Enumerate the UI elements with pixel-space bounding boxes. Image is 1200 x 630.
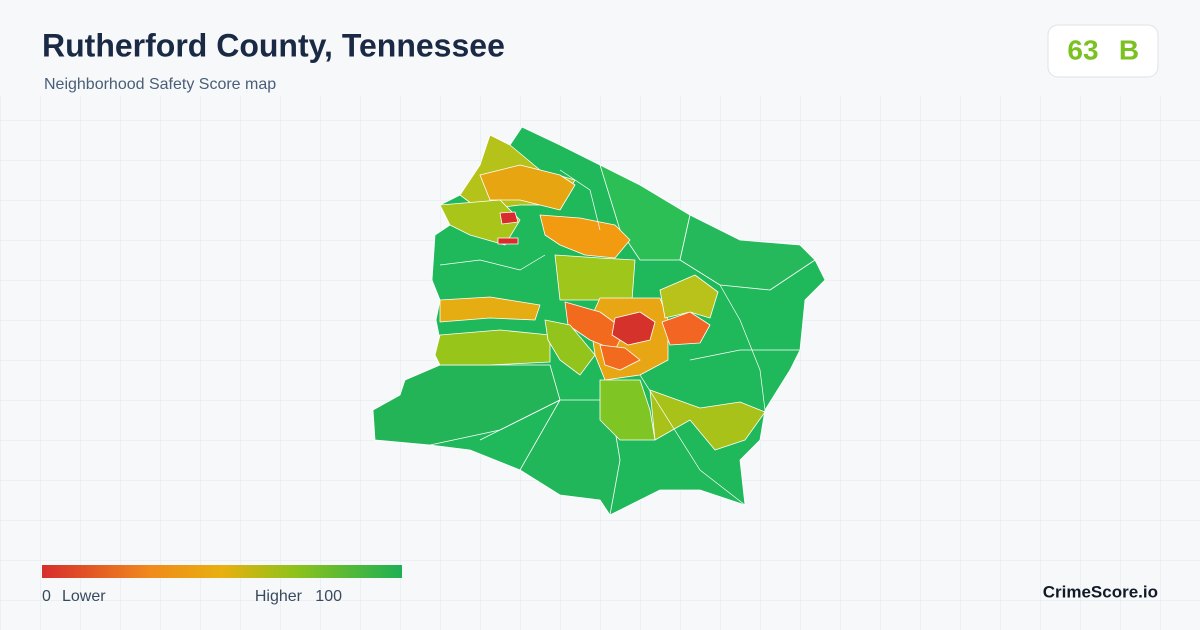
region <box>659 274 719 319</box>
region <box>499 211 519 225</box>
region <box>372 364 561 446</box>
region <box>497 237 519 245</box>
title: Rutherford County, Tennessee <box>42 27 505 63</box>
region <box>539 214 631 259</box>
legend-max-label: Higher <box>255 588 303 605</box>
score-grade: B <box>1119 34 1139 65</box>
score-value: 63 <box>1067 34 1098 65</box>
region <box>434 329 551 366</box>
region <box>611 311 656 346</box>
region <box>439 296 541 323</box>
subtitle: Neighborhood Safety Score map <box>44 76 276 93</box>
boundary <box>689 349 800 361</box>
boundary <box>559 169 601 231</box>
boundary <box>639 374 746 506</box>
region <box>661 311 711 346</box>
region <box>679 214 816 291</box>
region <box>439 199 521 246</box>
legend-gradient <box>42 565 402 578</box>
region <box>599 344 641 371</box>
legend-min-label: Lower <box>62 588 106 605</box>
boundary <box>719 284 766 411</box>
score-badge: 63 B <box>1047 24 1159 78</box>
boundary <box>439 254 546 271</box>
legend-min: 0 <box>42 588 51 605</box>
legend-max: 100 <box>315 588 342 605</box>
county-map <box>372 126 826 516</box>
score-box <box>1047 24 1159 78</box>
region <box>479 164 576 211</box>
boundary <box>479 399 561 441</box>
region <box>554 254 636 301</box>
region <box>649 389 766 451</box>
region <box>544 319 596 376</box>
legend: 0 Lower Higher 100 <box>42 565 402 605</box>
brand: CrimeScore.io <box>1043 582 1158 601</box>
region <box>599 379 656 441</box>
